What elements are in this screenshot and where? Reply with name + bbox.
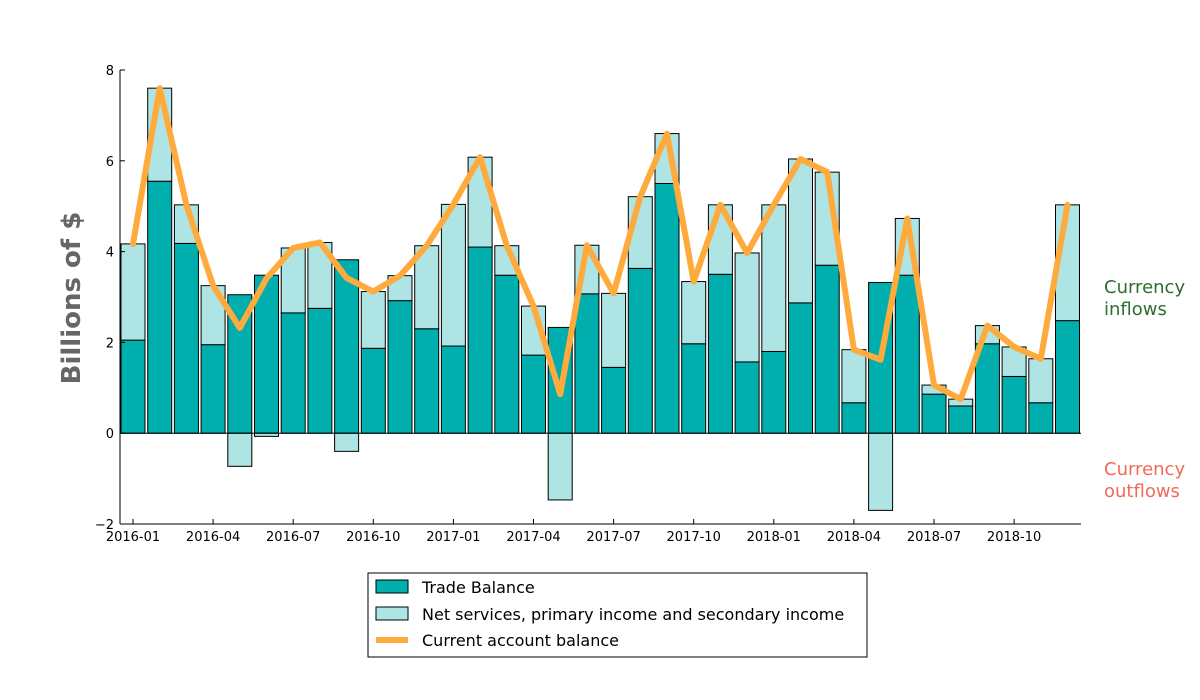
bar-trade-balance-2018-10 — [1001, 375, 1027, 434]
bar-trade-balance-2017-02 — [467, 246, 493, 434]
bar-trade-balance-2018-02 — [788, 302, 813, 434]
bar-trade-balance-2017-09 — [654, 183, 680, 434]
bar-trade-balance-2016-12 — [414, 328, 440, 434]
bar-trade-balance-2016-10 — [360, 347, 386, 434]
x-tick-label: 2017-01 — [426, 530, 480, 545]
legend: Trade Balance Net services, primary inco… — [367, 572, 868, 658]
bar-trade-balance-2017-01 — [440, 345, 466, 434]
annotation-inflows-line1: Currency — [1104, 277, 1185, 298]
bar-net-services-2017-10 — [681, 281, 707, 345]
bar-trade-balance-2018-08 — [948, 405, 974, 434]
legend-label-net-services: Net services, primary income and seconda… — [422, 605, 844, 624]
x-tick-label: 2017-07 — [586, 530, 640, 545]
bar-trade-balance-2017-11 — [707, 273, 733, 434]
bar-trade-balance-2017-04 — [521, 354, 546, 434]
bar-net-services-2016-09 — [334, 432, 360, 452]
annotation-outflows-line2: outflows — [1104, 481, 1180, 502]
annotation-inflows-line2: inflows — [1104, 299, 1167, 320]
y-tick-label: 4 — [106, 246, 114, 261]
bar-net-services-2018-04 — [841, 349, 867, 404]
bar-net-services-2018-01 — [761, 204, 787, 352]
y-axis-label: Billions of $ — [57, 212, 87, 385]
bar-net-services-2017-05 — [547, 432, 573, 501]
bar-net-services-2018-05 — [868, 432, 894, 511]
annotation-outflows: Currency outflows — [1104, 459, 1185, 502]
bar-trade-balance-2016-01 — [120, 339, 146, 434]
y-tick-label: 2 — [106, 336, 114, 351]
x-tick-label: 2017-10 — [667, 530, 721, 545]
bar-trade-balance-2016-03 — [173, 242, 199, 434]
bar-trade-balance-2018-12 — [1055, 320, 1080, 434]
x-tick-label: 2016-10 — [346, 530, 400, 545]
bar-net-services-2018-11 — [1028, 358, 1054, 404]
bar-trade-balance-2017-07 — [601, 366, 627, 434]
x-tick-label: 2016-04 — [186, 530, 240, 545]
bar-trade-balance-2016-09 — [334, 259, 360, 434]
x-tick-label: 2016-07 — [266, 530, 320, 545]
x-tick-label: 2018-04 — [827, 530, 881, 545]
bar-trade-balance-2017-10 — [681, 343, 707, 434]
x-tick-label: 2018-10 — [987, 530, 1041, 545]
bar-trade-balance-2016-08 — [307, 307, 333, 434]
x-tick-label: 2018-07 — [907, 530, 961, 545]
annotation-inflows: Currency inflows — [1104, 277, 1185, 320]
bar-trade-balance-2018-06 — [894, 274, 920, 434]
legend-swatch-trade-balance — [375, 579, 409, 594]
y-tick-label: 0 — [106, 427, 114, 442]
legend-label-current-account: Current account balance — [422, 631, 619, 650]
bar-net-services-2016-10 — [360, 291, 386, 349]
bar-net-services-2018-02 — [788, 158, 813, 304]
y-tick-label: −2 — [95, 518, 114, 533]
x-tick-label: 2016-01 — [106, 530, 160, 545]
bar-trade-balance-2016-07 — [280, 312, 306, 434]
bar-trade-balance-2018-03 — [814, 264, 840, 434]
bar-trade-balance-2018-01 — [761, 350, 787, 434]
annotation-outflows-line1: Currency — [1104, 459, 1185, 480]
y-ticks: −2 0 2 4 6 8 — [95, 64, 125, 533]
bar-trade-balance-2016-11 — [387, 300, 413, 434]
bar-net-services-2017-07 — [601, 292, 627, 368]
bar-trade-balance-2017-12 — [734, 361, 760, 434]
x-tick-label: 2018-01 — [747, 530, 801, 545]
axes-layer — [119, 70, 1081, 525]
legend-box — [367, 572, 868, 658]
bar-trade-balance-2018-11 — [1028, 402, 1054, 434]
x-tick-label: 2017-04 — [506, 530, 560, 545]
bars-layer — [120, 87, 1080, 511]
bar-trade-balance-2017-06 — [574, 293, 600, 434]
legend-swatch-net-services — [375, 606, 409, 621]
legend-label-trade-balance: Trade Balance — [421, 578, 535, 597]
y-tick-label: 6 — [106, 155, 114, 170]
y-tick-label: 8 — [106, 64, 114, 79]
bar-trade-balance-2017-03 — [494, 274, 520, 434]
bar-net-services-2016-01 — [120, 243, 146, 341]
bar-net-services-2016-12 — [414, 245, 440, 330]
bar-net-services-2017-12 — [734, 252, 760, 363]
bar-trade-balance-2016-04 — [200, 344, 226, 434]
bar-trade-balance-2016-02 — [147, 180, 173, 434]
bar-net-services-2016-05 — [227, 432, 253, 467]
bar-trade-balance-2018-04 — [841, 402, 867, 434]
x-ticks: 2016-01 2016-04 2016-07 2016-10 2017-01 2017-… — [106, 519, 1041, 545]
bar-net-services-2017-01 — [440, 203, 466, 347]
bar-trade-balance-2018-07 — [921, 393, 947, 434]
line-layer — [130, 85, 1071, 403]
line-current-account-balance — [130, 85, 1071, 403]
bar-trade-balance-2017-08 — [627, 267, 653, 434]
